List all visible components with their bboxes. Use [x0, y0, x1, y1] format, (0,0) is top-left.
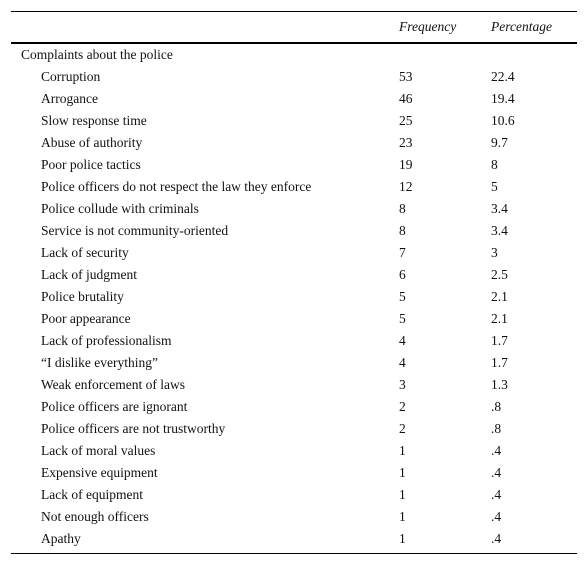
frequency-cell: 23 — [399, 135, 413, 150]
row-label: Service is not community-oriented — [41, 223, 229, 238]
frequency-cell: 46 — [399, 91, 413, 106]
percentage-cell: 2.5 — [491, 267, 508, 282]
row-label: Police collude with criminals — [41, 201, 199, 216]
percentage-cell: 3.4 — [491, 201, 508, 216]
percentage-cell: 22.4 — [491, 69, 515, 84]
row-label: Lack of judgment — [41, 267, 137, 282]
row-label: Lack of security — [41, 245, 129, 260]
frequency-cell: 1 — [399, 487, 406, 502]
percentage-cell: .4 — [491, 465, 502, 480]
row-label: Police officers are not trustworthy — [41, 421, 226, 436]
frequency-cell: 1 — [399, 509, 406, 524]
frequency-cell: 7 — [399, 245, 406, 260]
percentage-cell: .4 — [491, 443, 502, 458]
row-label: Weak enforcement of laws — [41, 377, 185, 392]
header-rule — [11, 42, 577, 44]
row-label: Police brutality — [41, 289, 124, 304]
row-label: Poor police tactics — [41, 157, 141, 172]
percentage-cell: .8 — [491, 421, 502, 436]
frequency-cell: 2 — [399, 399, 406, 414]
percentage-cell: .4 — [491, 509, 502, 524]
frequency-cell: 5 — [399, 311, 406, 326]
row-label: Lack of moral values — [41, 443, 156, 458]
percentage-cell: 5 — [491, 179, 498, 194]
row-label: Apathy — [41, 531, 81, 546]
percentage-cell: 3 — [491, 245, 498, 260]
bottom-rule — [11, 553, 577, 554]
percentage-cell: 2.1 — [491, 289, 508, 304]
frequency-cell: 5 — [399, 289, 406, 304]
row-label: Poor appearance — [41, 311, 131, 326]
row-label: “I dislike everything” — [41, 355, 158, 370]
percentage-cell: .4 — [491, 531, 502, 546]
percentage-cell: 1.3 — [491, 377, 508, 392]
frequency-cell: 53 — [399, 69, 413, 84]
frequency-cell: 4 — [399, 333, 406, 348]
section-label: Complaints about the police — [21, 47, 173, 62]
frequency-cell: 12 — [399, 179, 413, 194]
top-rule — [11, 11, 577, 12]
row-label: Expensive equipment — [41, 465, 158, 480]
row-label: Abuse of authority — [41, 135, 143, 150]
percentage-cell: 10.6 — [491, 113, 515, 128]
frequency-cell: 8 — [399, 223, 406, 238]
percentage-cell: .4 — [491, 487, 502, 502]
frequency-cell: 4 — [399, 355, 406, 370]
header-cell: Frequency — [399, 19, 457, 34]
percentage-cell: 8 — [491, 157, 498, 172]
frequency-cell: 1 — [399, 531, 406, 546]
frequency-cell: 8 — [399, 201, 406, 216]
row-label: Lack of equipment — [41, 487, 143, 502]
percentage-cell: .8 — [491, 399, 502, 414]
frequency-cell: 1 — [399, 443, 406, 458]
percentage-cell: 1.7 — [491, 355, 508, 370]
row-label: Arrogance — [41, 91, 98, 106]
frequency-cell: 25 — [399, 113, 413, 128]
frequency-cell: 3 — [399, 377, 406, 392]
row-label: Police officers do not respect the law t… — [41, 179, 312, 194]
frequency-cell: 1 — [399, 465, 406, 480]
percentage-cell: 9.7 — [491, 135, 508, 150]
frequency-cell: 2 — [399, 421, 406, 436]
row-label: Not enough officers — [41, 509, 149, 524]
header-cell: Percentage — [491, 19, 552, 34]
percentage-cell: 2.1 — [491, 311, 508, 326]
row-label: Corruption — [41, 69, 101, 84]
row-label: Police officers are ignorant — [41, 399, 188, 414]
row-label: Lack of professionalism — [41, 333, 172, 348]
frequency-cell: 19 — [399, 157, 413, 172]
frequency-cell: 6 — [399, 267, 406, 282]
row-label: Slow response time — [41, 113, 147, 128]
percentage-cell: 19.4 — [491, 91, 515, 106]
percentage-cell: 3.4 — [491, 223, 508, 238]
percentage-cell: 1.7 — [491, 333, 508, 348]
